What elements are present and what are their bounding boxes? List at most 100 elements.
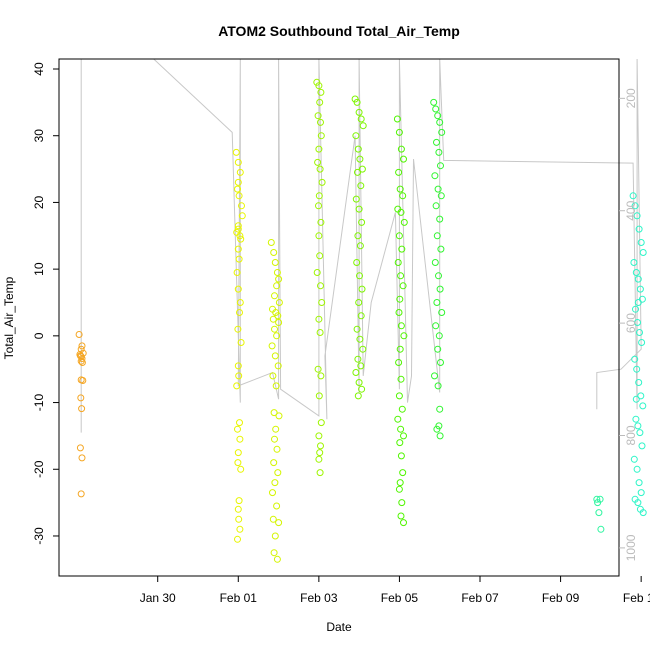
data-point	[274, 362, 282, 370]
data-point	[271, 292, 278, 300]
plot-frame	[58, 58, 620, 577]
data-point	[234, 449, 242, 457]
data-point	[273, 555, 281, 563]
data-point	[353, 259, 361, 266]
data-point	[635, 479, 643, 487]
data-point	[633, 365, 641, 373]
data-point	[236, 435, 244, 443]
data-point	[316, 329, 324, 336]
data-point	[351, 95, 359, 103]
data-point	[76, 444, 84, 452]
data-point	[355, 108, 363, 116]
data-point	[434, 382, 442, 390]
data-point	[352, 369, 360, 376]
data-point	[398, 499, 406, 507]
data-point	[631, 355, 639, 363]
data-point	[273, 282, 281, 290]
data-point	[237, 339, 245, 346]
data-point	[394, 259, 402, 266]
data-point	[234, 425, 241, 433]
data-point	[315, 192, 323, 200]
data-point	[271, 479, 279, 487]
data-point	[431, 259, 439, 266]
data-point	[397, 322, 405, 330]
series-0	[75, 331, 87, 498]
chart-title: ATOM2 Southbound Total_Air_Temp	[218, 23, 460, 39]
data-point	[435, 272, 442, 280]
data-point	[632, 395, 640, 403]
data-point	[629, 192, 637, 200]
data-point	[398, 405, 406, 413]
data-point	[638, 339, 646, 346]
data-point	[635, 379, 643, 386]
data-point	[272, 382, 280, 390]
x-tick-label: Feb 11	[623, 591, 650, 605]
data-point	[354, 145, 362, 153]
data-point	[436, 432, 444, 440]
data-point	[270, 549, 278, 557]
series-8	[629, 192, 647, 517]
data-point	[435, 148, 443, 156]
data-point	[630, 259, 638, 266]
series-1	[232, 148, 246, 543]
data-point	[315, 392, 323, 400]
secondary-y-axis: 200 400 600 800 1000	[619, 88, 638, 561]
data-point	[274, 312, 282, 320]
data-point	[234, 459, 242, 467]
data-point	[234, 222, 242, 230]
data-point	[397, 145, 405, 153]
data-point	[634, 299, 642, 306]
data-point	[275, 275, 283, 283]
data-point	[77, 490, 85, 498]
data-point	[271, 532, 279, 540]
x-tick-label: Jan 30	[140, 591, 176, 605]
data-point	[234, 185, 241, 193]
data-point	[637, 239, 645, 246]
data-point	[399, 282, 407, 290]
data-point	[399, 192, 407, 200]
data-point	[630, 455, 638, 463]
data-point	[358, 218, 366, 226]
data-point	[597, 525, 605, 533]
data-point	[314, 365, 322, 373]
data-point	[637, 392, 645, 400]
data-point	[400, 432, 407, 440]
data-point	[238, 202, 245, 210]
data-point	[236, 168, 244, 176]
data-point	[433, 232, 441, 240]
data-point	[315, 432, 323, 440]
data-point	[77, 353, 85, 360]
data-point	[235, 515, 243, 523]
data-point	[436, 215, 444, 223]
data-point	[316, 165, 324, 173]
data-point	[353, 98, 361, 106]
data-point	[352, 132, 360, 140]
data-point	[431, 172, 439, 180]
data-point	[356, 155, 364, 163]
data-point	[317, 132, 325, 140]
data-point	[358, 165, 366, 173]
data-point	[273, 269, 281, 276]
data-point	[275, 319, 283, 326]
data-point	[353, 325, 361, 333]
data-point	[317, 372, 325, 380]
data-point	[398, 245, 406, 253]
data-point	[436, 285, 444, 293]
data-point	[434, 185, 442, 193]
data-point	[75, 331, 83, 338]
data-point	[354, 232, 362, 240]
data-point	[271, 259, 279, 266]
data-point	[77, 394, 85, 402]
series-2	[267, 239, 283, 563]
y2-tick-label: 400	[624, 200, 638, 220]
data-point	[267, 239, 275, 246]
y-tick-label: 10	[32, 262, 46, 276]
data-point	[395, 359, 403, 366]
data-point	[433, 299, 441, 306]
data-point	[436, 405, 444, 413]
data-point	[354, 355, 362, 363]
data-point	[275, 412, 283, 420]
series-5	[393, 115, 408, 527]
